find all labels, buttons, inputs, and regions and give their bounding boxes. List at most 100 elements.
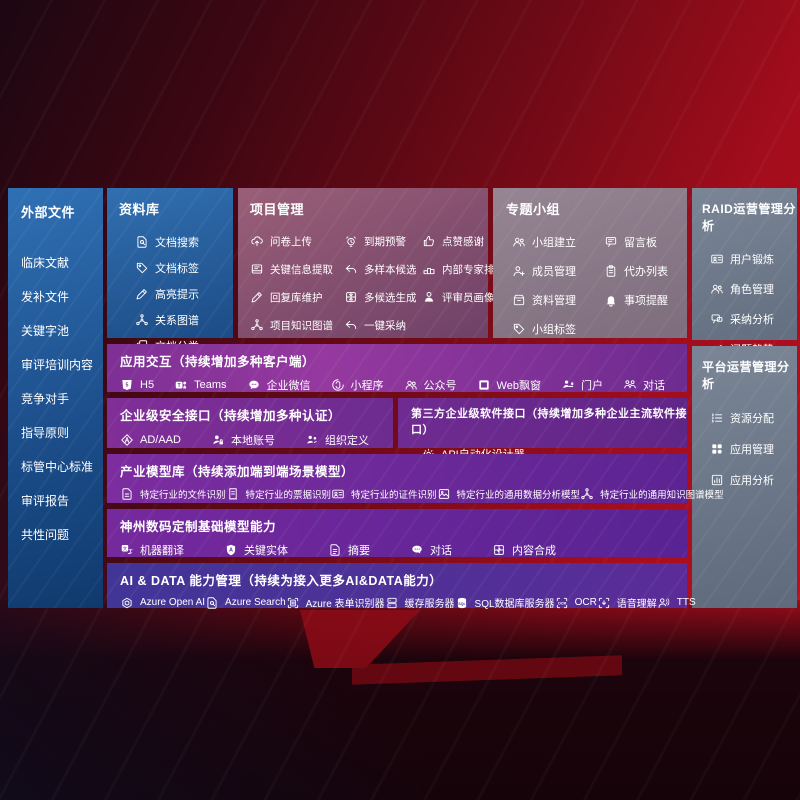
feature-item: 对话 (410, 542, 452, 558)
panel-title: 资料库 (119, 202, 160, 217)
project-management-panel: 项目管理 问卷上传 到期预警 点赞感谢 关键信息提取 多样本候选 内部专家排名 回复库维护 多… (238, 188, 505, 338)
feature-label: 关系图谱 (155, 315, 199, 327)
feature-label: 多候选生成 (364, 291, 417, 304)
feature-item: 特定行业的通用数据分析模型 (437, 487, 581, 501)
feature-item: OCR OCR (555, 596, 597, 610)
cloud-upload-icon (250, 234, 264, 248)
item-label: 审评培训内容 (21, 357, 94, 372)
feature-label: 关键信息提取 (270, 263, 333, 276)
feature-item: 文 机器翻译 (120, 542, 184, 558)
feature-label: 到期预警 (364, 235, 406, 248)
svg-text:文: 文 (123, 545, 128, 552)
feature-item: Azure 表单识别器 (286, 595, 385, 610)
ai-data-service-list: Azure Open AI Azure Search Azure 表单识别器 缓存服务… (120, 595, 696, 610)
feature-label: 事项提醒 (624, 294, 668, 307)
ocr-icon: OCR (555, 596, 569, 610)
feature-item: T Teams (174, 378, 226, 392)
feature-label: 特定行业的票据识别 (245, 490, 332, 501)
feature-label: 用户锻炼 (730, 254, 774, 266)
feature-item: 文档搜索 (119, 229, 233, 255)
reply-icon (344, 262, 358, 276)
ad-diamond-icon (120, 433, 134, 447)
feature-item: 一键采纳 (344, 318, 422, 333)
feature-label: Azure 表单识别器 (305, 599, 385, 610)
security-interface-panel: 企业级安全接口（持续增加多种认证） AD/AAD 本地账号 组织定义 (107, 398, 393, 448)
external-file-item: 指导原则 (21, 415, 103, 449)
doc-search-icon (205, 596, 219, 610)
industry-model-list: 特定行业的文件识别 特定行业的票据识别 特定行业的证件识别 特定行业的通用数据分析模型… (120, 487, 724, 501)
library-panel: 资料库 文档搜索文档标签高亮提示关系图谱文档分类 (107, 188, 233, 353)
svg-text:A: A (229, 547, 233, 553)
grid-gen-icon (344, 290, 358, 304)
id-card-icon (331, 487, 345, 501)
feature-item: 多候选生成 (344, 290, 422, 305)
feature-label: 本地账号 (230, 435, 275, 447)
external-files-panel: 外部文件 临床文献 发补文件 关键字池 审评培训内容 竞争对手 指导原则 标管中心标准 审评报… (8, 188, 103, 608)
feature-item: 文档标签 (119, 255, 233, 281)
feature-label: 组织定义 (324, 435, 369, 447)
base-model-list: 文 机器翻译 A 关键实体 摘要 对话 内容合成 (120, 542, 687, 558)
reply-icon (344, 318, 358, 332)
feature-item: 点赞感谢 (422, 234, 505, 249)
feature-item: 本地账号 (211, 432, 275, 448)
external-file-item: 共性问题 (21, 517, 103, 551)
item-label: 竞争对手 (21, 391, 70, 406)
panel-title: 平台运营管理分析 (702, 360, 790, 391)
feature-label: 特定行业的通用知识图谱模型 (600, 490, 724, 501)
tag-icon (512, 322, 526, 336)
feature-label: 内部专家排名 (442, 263, 505, 276)
industry-model-panel: 产业模型库（持续添加端到端场景模型） 特定行业的文件识别 特定行业的票据识别 特定行… (107, 454, 724, 503)
feature-item: 企业微信 (247, 377, 311, 393)
feature-item: 用户锻炼 (702, 244, 797, 274)
feature-label: 问卷上传 (270, 235, 312, 248)
chart-box-icon (710, 473, 724, 487)
external-file-item: 标管中心标准 (21, 449, 103, 483)
platform-feature-list: 资源分配 应用管理 应用分析 (702, 402, 797, 495)
feature-item: 应用管理 (702, 433, 797, 464)
h5-icon: 5 (120, 378, 134, 392)
svg-text:OCR: OCR (557, 601, 566, 605)
pen-icon (135, 287, 149, 301)
feature-item: 留言板 (604, 234, 687, 250)
feature-label: 点赞感谢 (442, 235, 484, 248)
org-icon (305, 433, 319, 447)
feature-label: 资料管理 (532, 294, 576, 307)
feature-label: 留言板 (624, 236, 657, 249)
app-interaction-panel: 应用交互（持续增加多种客户端） 5 H5 T Teams 企业微信 小程序 公众号 Web飘窗… (107, 344, 687, 392)
feature-item: A 关键实体 (224, 542, 288, 558)
feature-label: 企业微信 (266, 380, 311, 392)
bbs-icon (604, 235, 618, 249)
feature-label: 内容合成 (512, 545, 556, 557)
platform-analysis-panel: 平台运营管理分析 资源分配 应用管理 应用分析 (692, 346, 797, 608)
feature-label: 特定行业的通用数据分析模型 (456, 490, 581, 501)
feature-label: H5 (140, 379, 155, 391)
feature-label: 语音理解 (616, 599, 657, 610)
feature-label: 特定行业的文件识别 (140, 490, 226, 501)
doc-search-icon (135, 235, 149, 249)
database-icon: SQL (455, 596, 469, 610)
feature-item: Azure Search (205, 596, 286, 610)
feature-label: Azure Open AI (140, 597, 206, 608)
feature-label: 应用管理 (730, 443, 774, 456)
feature-item: 评审员画像 (422, 290, 505, 305)
feature-item: 多样本候选 (344, 262, 422, 277)
thirdparty-interface-panel: 第三方企业级软件接口（持续增加多种企业主流软件接口） API自动化设计器 (398, 398, 687, 461)
panel-title: 神州数码定制基础模型能力 (120, 520, 277, 534)
item-label: 临床文献 (21, 255, 70, 270)
item-label: 标管中心标准 (21, 459, 94, 474)
chat-icon (410, 543, 424, 557)
extract-icon (250, 262, 264, 276)
feature-label: 对话 (643, 380, 665, 392)
feature-item: 内容合成 (492, 542, 556, 558)
security-feature-list: AD/AAD 本地账号 组织定义 (120, 432, 393, 448)
feature-item: 应用分析 (702, 464, 797, 495)
feature-item: 小组建立 (512, 234, 604, 250)
item-label: 指导原则 (21, 425, 70, 440)
feature-item: 问卷上传 (250, 234, 344, 249)
person-add-icon (512, 264, 526, 278)
feature-item: 高亮提示 (119, 281, 233, 307)
feature-item: 代办列表 (604, 263, 687, 279)
feature-item: 公众号 (404, 377, 457, 393)
feature-item: TTS (657, 596, 696, 610)
